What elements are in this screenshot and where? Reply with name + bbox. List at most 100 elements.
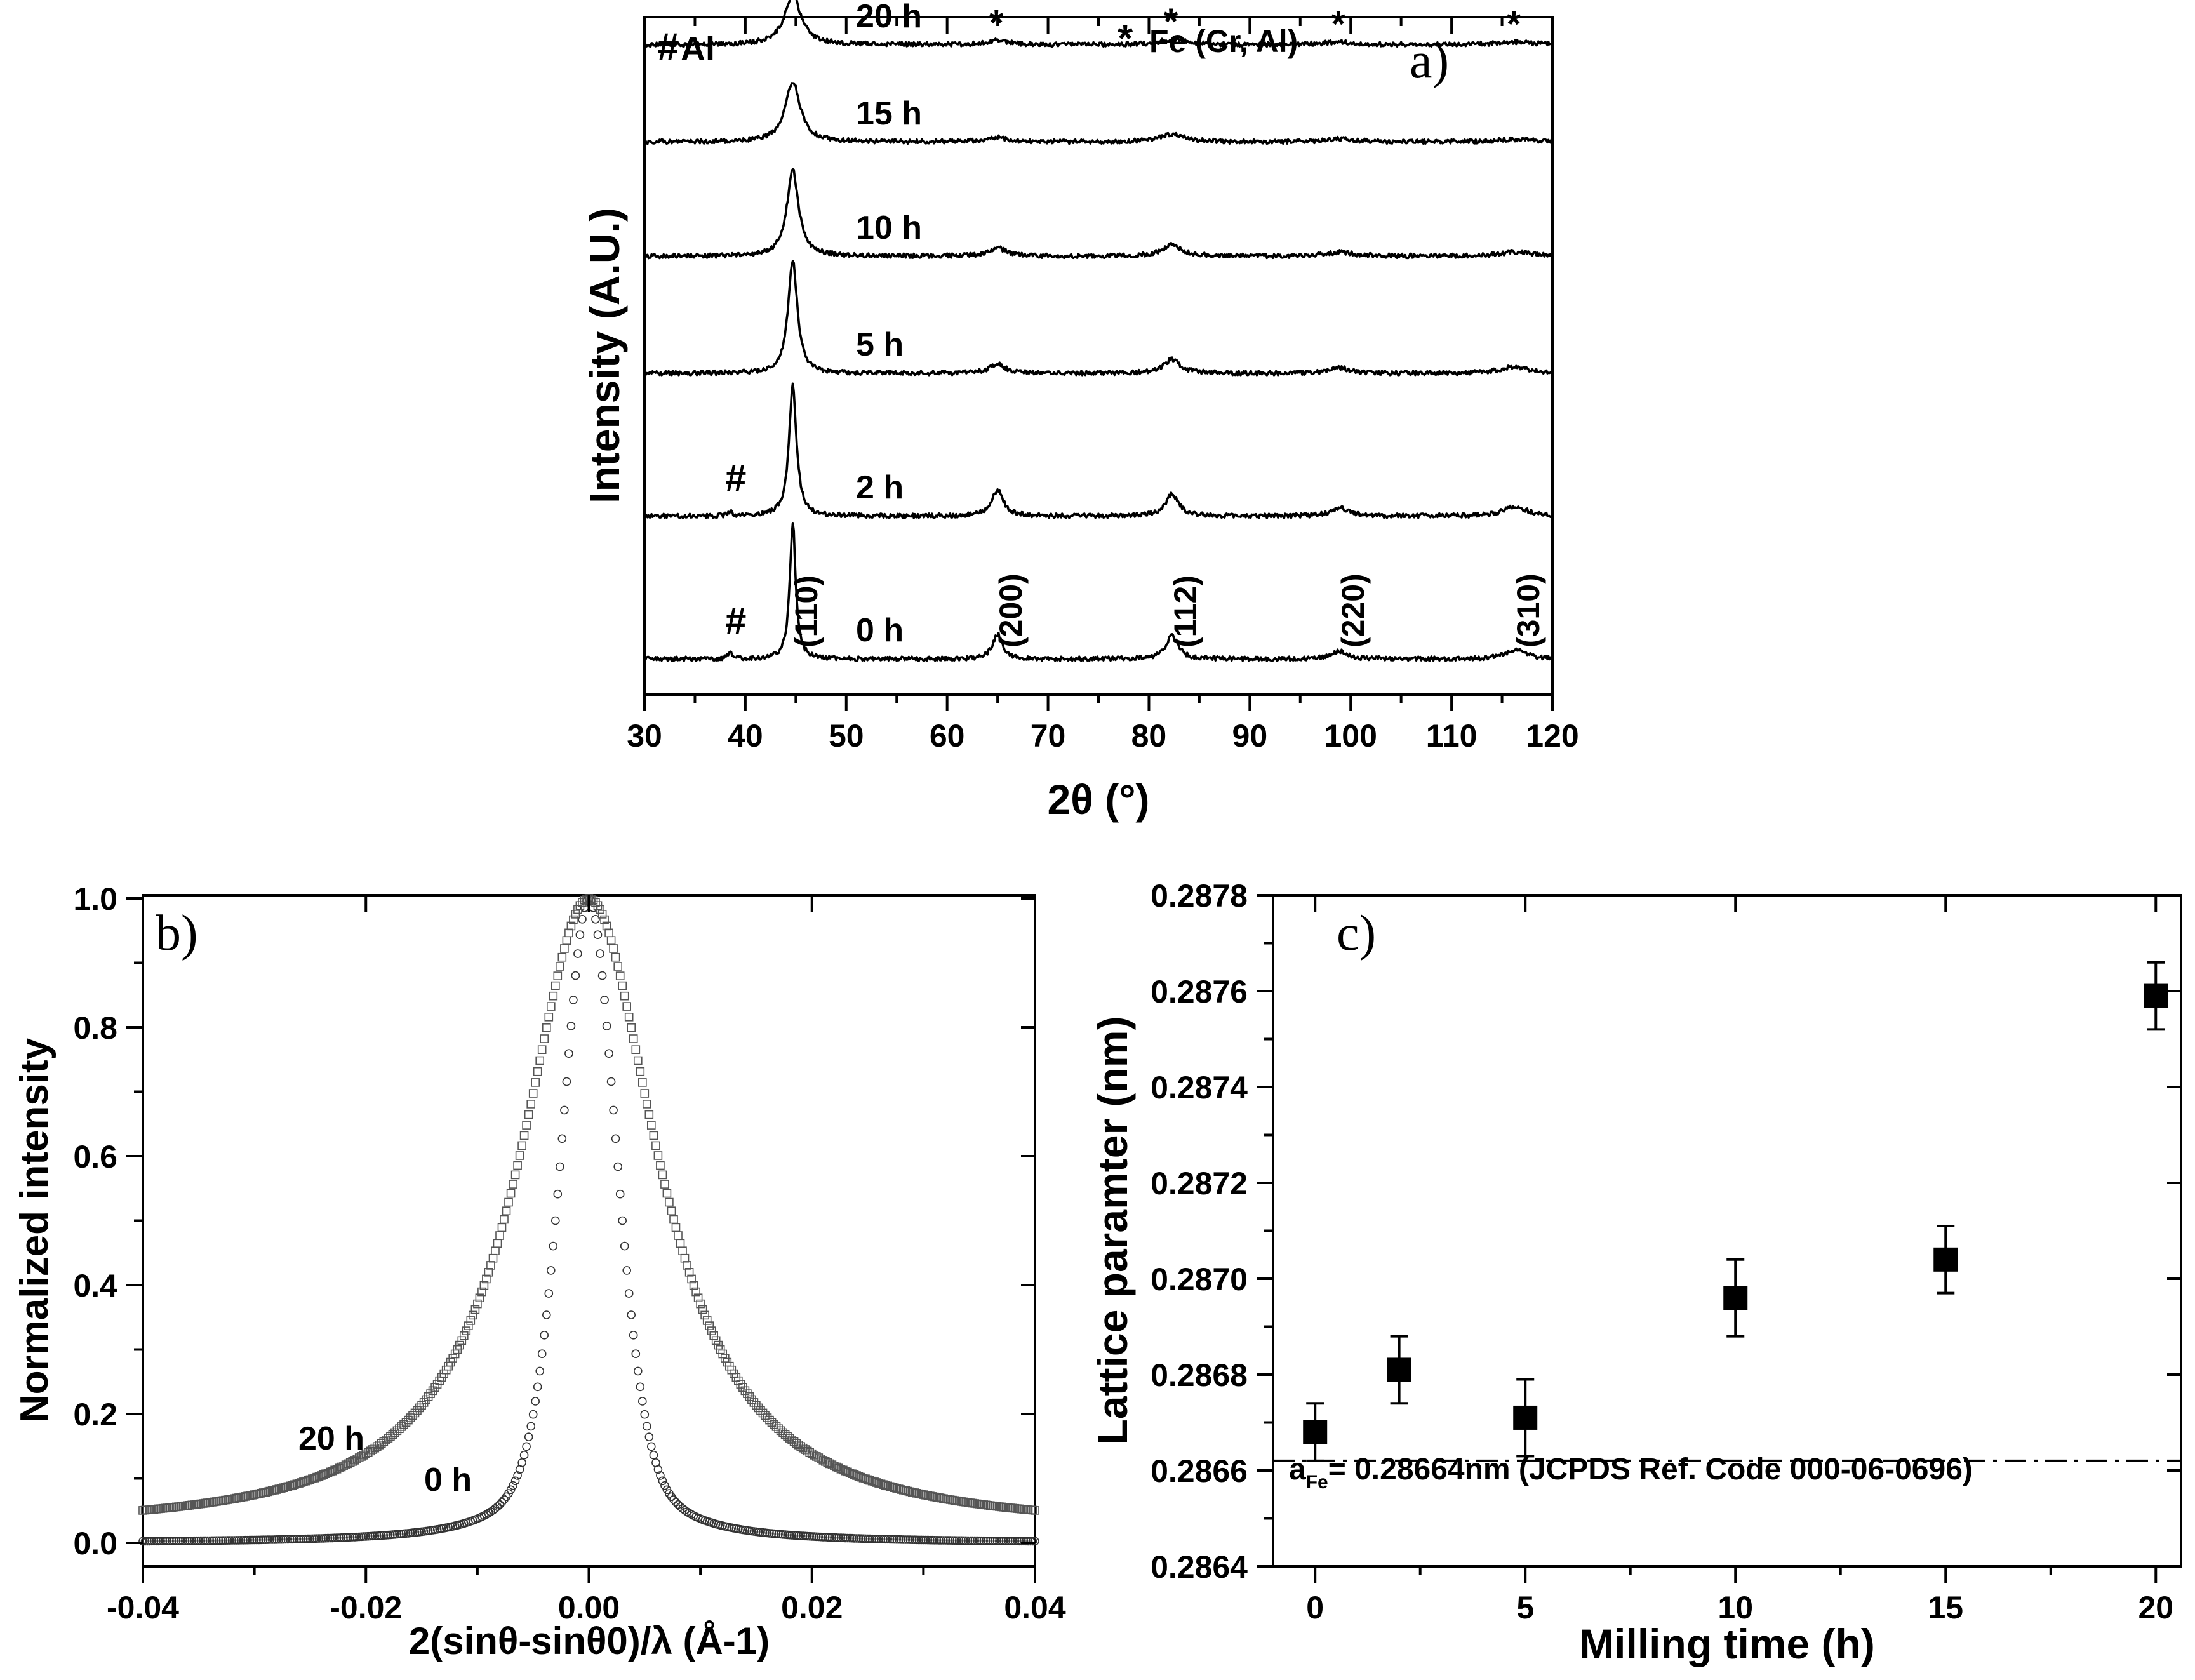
panel-a-legend-al-symbol: #: [657, 25, 679, 69]
point-20h: [646, 1121, 656, 1130]
point-0h: [495, 1500, 504, 1509]
point-20h: [865, 1476, 874, 1485]
point-20h: [714, 1340, 723, 1350]
point-20h: [904, 1486, 912, 1496]
x-tick-label: 0: [1306, 1590, 1324, 1625]
panel-c-reference-label: aFe= 0.28664nm (JCPDS Ref. Code 000-06-0…: [1289, 1453, 1973, 1493]
point-20h: [716, 1345, 725, 1354]
point-20h: [667, 1206, 676, 1215]
point-0h: [890, 1535, 899, 1544]
point-20h: [894, 1484, 904, 1493]
point-0h: [926, 1535, 935, 1545]
point-20h: [310, 1474, 319, 1483]
point-20h: [832, 1462, 841, 1472]
point-20h: [304, 1476, 312, 1485]
point-0h: [243, 1535, 252, 1545]
point-0h: [178, 1537, 188, 1545]
point-0h: [535, 1366, 545, 1376]
point-20h: [575, 901, 585, 910]
point-0h: [952, 1536, 961, 1545]
point-0h: [290, 1535, 299, 1543]
point-0h: [904, 1535, 912, 1544]
point-20h: [528, 1089, 538, 1098]
point-0h: [892, 1535, 901, 1544]
point-0h: [265, 1535, 275, 1544]
point-0h: [935, 1536, 944, 1545]
point-0h: [858, 1534, 868, 1543]
x-tick-label: 0.00: [558, 1590, 620, 1625]
panel-a-x-ticks: [643, 17, 1554, 711]
y-tick-label: 0.2: [73, 1397, 117, 1432]
point-20h: [321, 1469, 330, 1478]
point-0h: [176, 1537, 185, 1545]
point-20h: [301, 1476, 310, 1486]
series-label-15h: 15 h: [856, 95, 922, 132]
point-20h: [627, 1023, 636, 1032]
point-0h: [939, 1536, 948, 1545]
point-20h: [591, 898, 600, 907]
point-20h: [502, 1206, 511, 1215]
point-20h: [557, 952, 567, 962]
point-0h: [540, 1331, 549, 1340]
panel-b-y-axis-label: Normalized intensity: [13, 1037, 57, 1423]
y-tick-label: 0.2878: [1151, 878, 1248, 914]
point-0h: [497, 1498, 507, 1507]
point-0h: [834, 1533, 843, 1542]
hkl-label: (110): [789, 575, 824, 648]
point-0h: [1028, 1537, 1037, 1546]
point-0h: [1022, 1537, 1031, 1546]
point-20h: [531, 1078, 540, 1087]
point-0h: [140, 1537, 150, 1546]
point-0h: [627, 1310, 636, 1319]
hkl-label: (220): [1335, 573, 1371, 648]
point-20h: [457, 1336, 467, 1345]
point-0h: [818, 1533, 828, 1542]
point-0h: [304, 1534, 312, 1543]
point-20h: [908, 1488, 917, 1497]
point-0h: [196, 1536, 206, 1545]
point-20h: [609, 944, 618, 953]
point-0h: [988, 1537, 997, 1545]
point-20h: [910, 1488, 919, 1497]
x-tick-label: 15: [1928, 1590, 1963, 1625]
point-0h: [966, 1536, 975, 1545]
point-0h: [593, 930, 603, 939]
point-0h: [1026, 1537, 1035, 1546]
xrd-trace-10h: [643, 168, 1554, 260]
point-20h: [602, 921, 611, 931]
xrd-trace-2h: [643, 382, 1553, 519]
point-0h: [957, 1536, 966, 1545]
point-0h: [992, 1537, 1002, 1545]
point-0h: [1013, 1537, 1022, 1545]
data-point: [1933, 1247, 1958, 1272]
point-0h: [991, 1537, 999, 1545]
point-0h: [836, 1533, 846, 1542]
point-20h: [419, 1398, 429, 1407]
point-0h: [948, 1536, 957, 1545]
point-0h: [250, 1535, 259, 1545]
point-20h: [330, 1465, 339, 1475]
point-0h: [618, 1216, 627, 1225]
point-20h: [618, 981, 627, 990]
point-0h: [171, 1537, 181, 1545]
point-0h: [208, 1536, 217, 1545]
point-0h: [544, 1289, 554, 1298]
point-20h: [606, 936, 616, 945]
point-0h: [149, 1537, 159, 1546]
series-label-2h: 2 h: [856, 469, 904, 506]
data-point: [1387, 1357, 1411, 1382]
point-0h: [145, 1537, 154, 1546]
point-20h: [649, 1131, 658, 1140]
hkl-label: (310): [1511, 573, 1546, 648]
point-20h: [684, 1268, 694, 1277]
point-0h: [161, 1537, 170, 1545]
point-0h: [546, 1266, 556, 1275]
panel-b-label: b): [156, 905, 198, 961]
point-0h: [549, 1241, 558, 1251]
panel-a-xrd-patterns: 30 40 50 60 70 80 90 100 110 120 0 h 2 h 5 h 10 h 15 …: [581, 0, 1579, 823]
point-0h: [888, 1535, 897, 1544]
point-0h: [591, 915, 600, 924]
point-0h: [187, 1537, 197, 1545]
point-20h: [473, 1299, 482, 1309]
